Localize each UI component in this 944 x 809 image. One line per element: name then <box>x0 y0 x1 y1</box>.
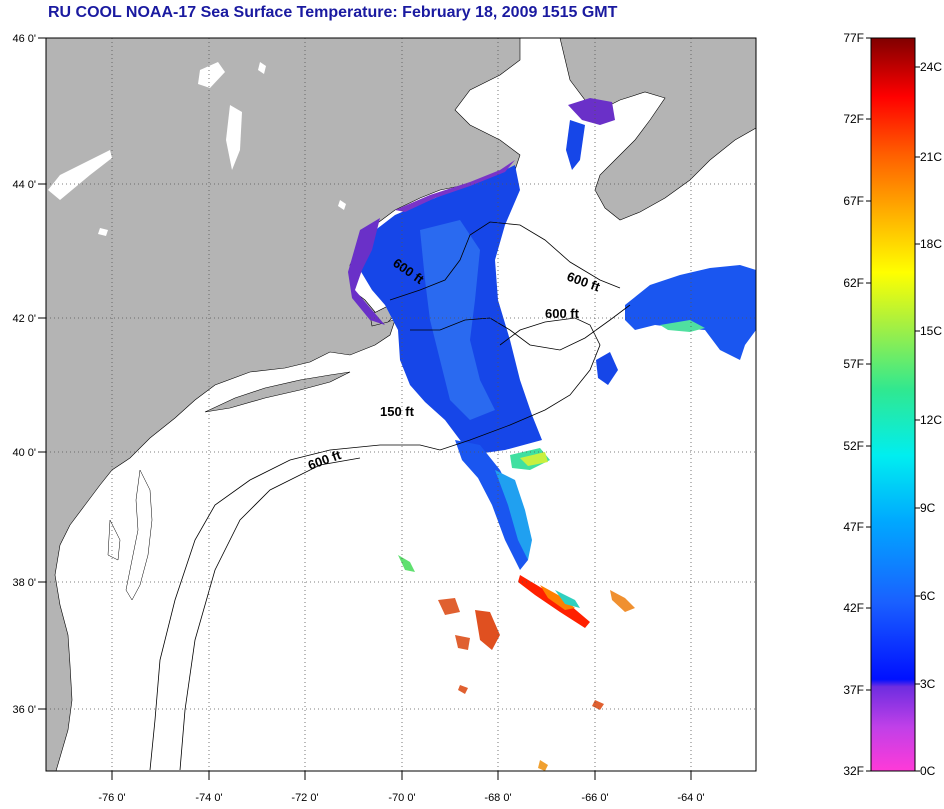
colorbar-f-label: 42F <box>843 601 864 615</box>
colorbar-c-label: 6C <box>920 589 936 603</box>
colorbar-f-label: 57F <box>843 357 864 371</box>
lat-label: 42 0' <box>12 313 36 325</box>
colorbar-f-label: 52F <box>843 439 864 453</box>
lon-label: -70 0' <box>388 792 415 804</box>
colorbar-c-label: 12C <box>920 413 942 427</box>
colorbar: 77F 72F 67F 62F 57F 52F 47F 42F 37F 32F … <box>843 31 942 778</box>
colorbar-ticks <box>866 37 920 772</box>
longitude-labels: -76 0' -74 0' -72 0' -70 0' -68 0' -66 0… <box>98 792 704 804</box>
colorbar-gradient <box>870 37 916 772</box>
lat-label: 36 0' <box>12 704 36 716</box>
colorbar-c-label: 18C <box>920 237 942 251</box>
lat-label: 38 0' <box>12 577 36 589</box>
lon-label: -74 0' <box>195 792 222 804</box>
lakes <box>48 62 346 236</box>
colorbar-f-label: 77F <box>843 31 864 45</box>
map-frame <box>45 37 757 772</box>
colorbar-f-label: 47F <box>843 520 864 534</box>
colorbar-f-label: 67F <box>843 194 864 208</box>
sst-patches <box>348 98 756 771</box>
colorbar-f-label: 32F <box>843 764 864 778</box>
land-us-coast <box>46 38 521 771</box>
lat-label: 40 0' <box>12 447 36 459</box>
colorbar-c-label: 24C <box>920 60 942 74</box>
colorbar-c-label: 0C <box>920 764 936 778</box>
lat-label: 44 0' <box>12 179 36 191</box>
lon-label: -66 0' <box>581 792 608 804</box>
map-ticks <box>38 37 692 780</box>
depth-label-150: 150 ft <box>380 404 415 419</box>
lon-label: -72 0' <box>291 792 318 804</box>
depth-label-600-georges: 600 ft <box>545 306 580 321</box>
colorbar-f-label: 62F <box>843 276 864 290</box>
colorbar-f-label: 72F <box>843 112 864 126</box>
bays <box>107 469 153 601</box>
colorbar-c-label: 15C <box>920 324 942 338</box>
colorbar-c-label: 3C <box>920 677 936 691</box>
lat-label: 46 0' <box>12 33 36 45</box>
colorbar-f-label: 37F <box>843 683 864 697</box>
lon-label: -76 0' <box>98 792 125 804</box>
lon-label: -64 0' <box>677 792 704 804</box>
latitude-labels: 46 0' 44 0' 42 0' 40 0' 38 0' 36 0' <box>12 33 36 716</box>
map-area: 600 ft 600 ft 600 ft 150 ft 600 ft <box>46 38 756 771</box>
colorbar-c-label: 9C <box>920 501 936 515</box>
map-title: RU COOL NOAA-17 Sea Surface Temperature:… <box>48 4 618 21</box>
land-long-island <box>204 371 351 413</box>
depth-contours <box>149 221 631 771</box>
lon-label: -68 0' <box>484 792 511 804</box>
colorbar-c-label: 21C <box>920 150 942 164</box>
